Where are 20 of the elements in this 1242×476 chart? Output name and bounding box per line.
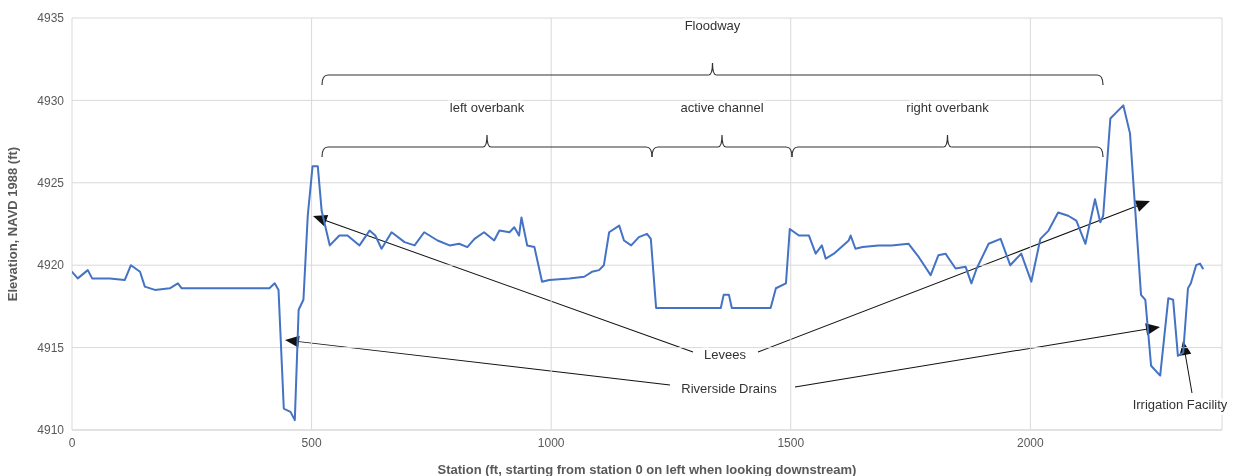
y-tick-label: 4920 [37,258,65,273]
x-tick-label: 0 [68,435,76,450]
x-tick-label: 2000 [1016,435,1044,450]
y-tick-label: 4915 [37,340,65,355]
annotation: Floodway [684,18,741,33]
annotation: left overbank [449,100,525,115]
annotation: right overbank [906,100,990,115]
annotation: Levees [704,347,747,362]
x-tick-label: 500 [301,435,322,450]
y-tick-label: 4935 [37,11,65,26]
y-tick-label: 4930 [37,93,65,108]
y-tick-label: 4925 [37,176,65,191]
annotation: Irrigation Facility [1132,397,1228,412]
y-axis-title: Elevation, NAVD 1988 (ft) [4,146,20,302]
x-tick-label: 1000 [537,435,565,450]
annotation: Riverside Drains [681,381,778,396]
y-tick-label: 4910 [37,423,65,438]
x-axis-title: Station (ft, starting from station 0 on left when looking downstream) [437,462,857,476]
x-tick-label: 1500 [777,435,805,450]
annotation: active channel [680,100,764,115]
